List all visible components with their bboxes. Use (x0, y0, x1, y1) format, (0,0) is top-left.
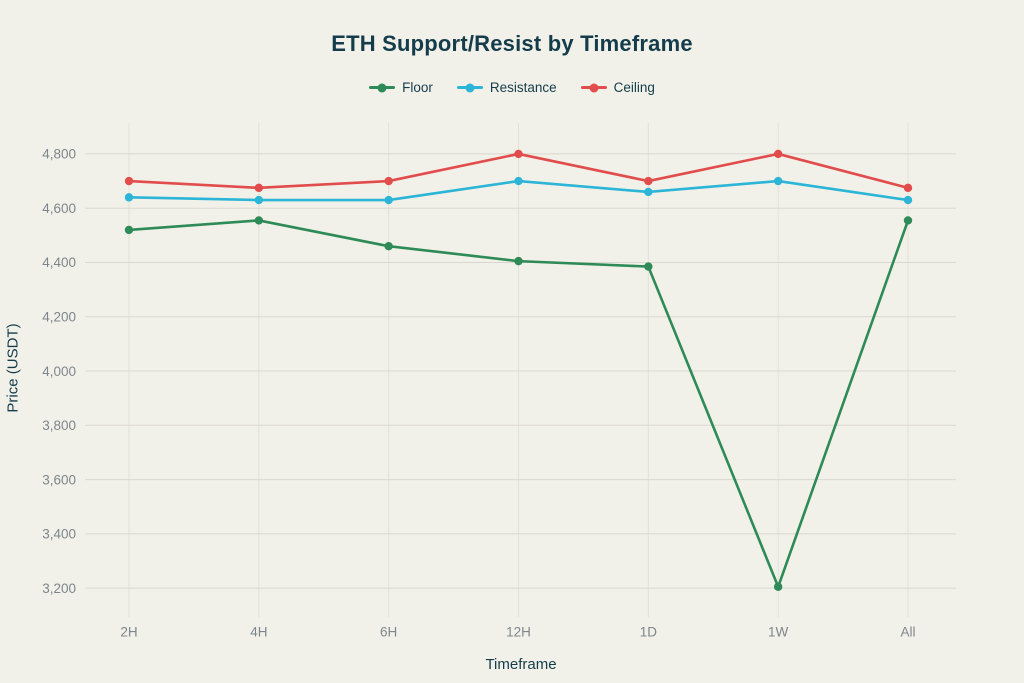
x-axis-title: Timeframe (485, 656, 557, 673)
legend-dot-icon (465, 83, 475, 92)
data-point-floor[interactable] (514, 256, 523, 266)
data-point-ceiling[interactable] (254, 183, 264, 193)
data-point-floor[interactable] (773, 582, 783, 591)
y-tick-label: 4,600 (42, 201, 76, 216)
x-tick-label: 4H (250, 625, 267, 640)
legend-dot-icon (377, 83, 387, 92)
data-point-ceiling[interactable] (773, 149, 783, 159)
y-tick-label: 3,200 (42, 581, 76, 596)
x-tick-label: 12H (506, 625, 531, 640)
x-tick-label: All (900, 625, 915, 640)
data-point-ceiling[interactable] (514, 149, 523, 159)
data-point-resistance[interactable] (644, 187, 653, 197)
data-point-resistance[interactable] (773, 176, 783, 186)
legend-item-resistance[interactable]: Resistance (456, 80, 557, 95)
y-tick-label: 3,800 (42, 418, 76, 433)
data-point-floor[interactable] (903, 216, 913, 225)
y-tick-label: 4,400 (42, 255, 76, 270)
y-tick-label: 4,800 (42, 147, 76, 162)
y-tick-label: 4,000 (42, 364, 76, 379)
x-tick-label: 6H (380, 625, 397, 640)
legend-label: Ceiling (613, 80, 655, 95)
legend-dot-icon (589, 83, 599, 92)
data-point-floor[interactable] (124, 225, 134, 235)
chart-title: ETH Support/Resist by Timeframe (331, 31, 693, 56)
legend: Floor Resistance Ceiling (0, 80, 1024, 95)
data-point-floor[interactable] (254, 216, 264, 225)
x-tick-label: 1D (640, 625, 658, 640)
y-tick-label: 3,400 (42, 527, 76, 542)
data-point-resistance[interactable] (254, 195, 264, 205)
data-point-resistance[interactable] (384, 195, 393, 205)
legend-item-floor[interactable]: Floor (369, 80, 433, 95)
legend-marker-icon (580, 83, 607, 92)
data-point-resistance[interactable] (514, 176, 523, 186)
data-point-ceiling[interactable] (384, 176, 393, 186)
y-tick-label: 3,600 (42, 472, 76, 487)
data-point-floor[interactable] (384, 241, 393, 251)
data-point-resistance[interactable] (124, 193, 134, 202)
legend-item-ceiling[interactable]: Ceiling (580, 80, 655, 95)
data-point-ceiling[interactable] (124, 176, 134, 186)
legend-marker-icon (369, 83, 396, 92)
data-point-floor[interactable] (644, 262, 653, 271)
x-tick-label: 2H (120, 625, 137, 640)
y-tick-label: 4,200 (42, 309, 76, 324)
legend-label: Resistance (489, 80, 557, 95)
y-axis-title: Price (USDT) (4, 323, 22, 413)
x-tick-label: 1W (768, 625, 789, 640)
data-point-resistance[interactable] (903, 195, 913, 205)
legend-marker-icon (456, 83, 483, 92)
data-point-ceiling[interactable] (903, 183, 913, 193)
legend-label: Floor (402, 80, 433, 95)
data-point-ceiling[interactable] (644, 176, 653, 186)
